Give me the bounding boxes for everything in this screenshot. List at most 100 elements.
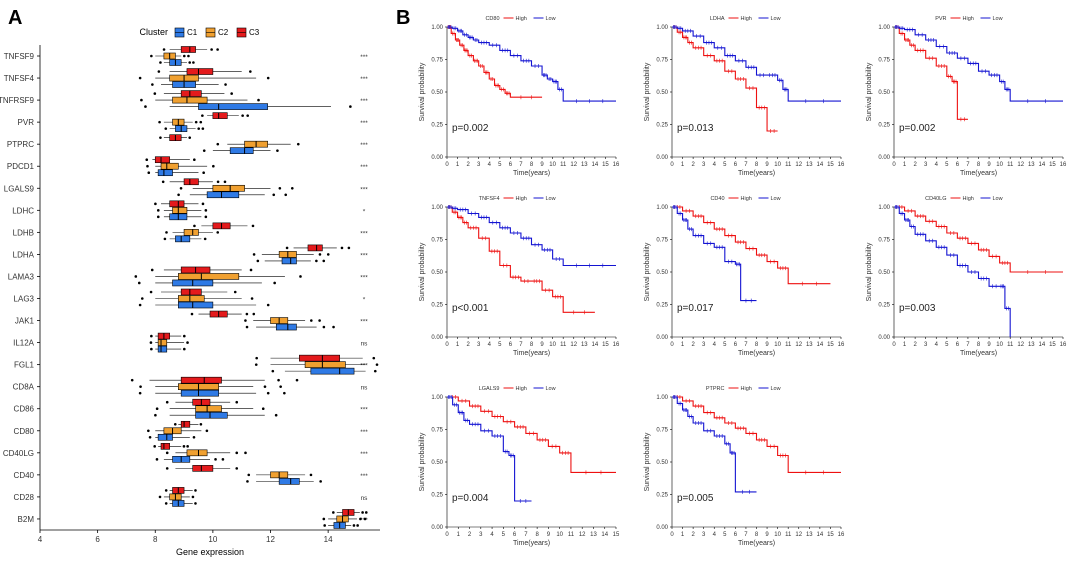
km-curve-high bbox=[447, 206, 595, 313]
km-x-tick-label: 1 bbox=[681, 532, 685, 538]
km-y-tick-label: 0.00 bbox=[431, 525, 443, 531]
km-y-tick-label: 0.00 bbox=[656, 155, 668, 161]
gene-label: CD40LG bbox=[3, 449, 34, 458]
km-x-tick-label: 2 bbox=[466, 342, 470, 348]
km-x-tick-label: 6 bbox=[509, 342, 513, 348]
outlier-point bbox=[194, 502, 197, 505]
p-value-label: p=0.003 bbox=[899, 303, 936, 314]
km-x-tick-label: 12 bbox=[795, 162, 802, 168]
outlier-point bbox=[191, 495, 195, 499]
km-x-tick-label: 8 bbox=[977, 342, 981, 348]
outlier-point bbox=[199, 422, 203, 426]
km-x-tick-label: 13 bbox=[581, 342, 588, 348]
outlier-point bbox=[182, 347, 186, 351]
km-y-tick-label: 0.25 bbox=[431, 493, 443, 499]
outlier-point bbox=[255, 356, 258, 360]
outlier-point bbox=[187, 54, 190, 58]
legend-low-label: Low bbox=[771, 16, 781, 22]
km-y-tick-label: 0.00 bbox=[431, 155, 443, 161]
km-x-tick-label: 0 bbox=[670, 532, 674, 538]
box-C2 bbox=[178, 273, 240, 280]
km-y-title: Survival probability bbox=[419, 242, 426, 301]
outlier-point bbox=[372, 356, 376, 360]
outlier-point bbox=[162, 48, 166, 51]
outlier-point bbox=[266, 76, 270, 80]
gene-label: CD86 bbox=[14, 405, 35, 414]
km-x-tick-label: 14 bbox=[1039, 162, 1046, 168]
gene-label: LAMA3 bbox=[8, 272, 35, 281]
outlier-point bbox=[204, 215, 208, 219]
significance-label: *** bbox=[360, 517, 368, 524]
outlier-point bbox=[199, 120, 203, 124]
box-C3 bbox=[307, 244, 323, 252]
outlier-point bbox=[299, 275, 302, 278]
outlier-point bbox=[182, 334, 186, 338]
km-x-tick-label: 4 bbox=[713, 342, 717, 348]
outlier-point bbox=[148, 435, 152, 439]
km-y-tick-label: 0.75 bbox=[656, 428, 668, 434]
km-x-tick-label: 15 bbox=[602, 342, 609, 348]
km-curve-high bbox=[894, 26, 968, 120]
outlier-point bbox=[179, 186, 183, 190]
significance-label: *** bbox=[360, 473, 368, 480]
outlier-point bbox=[156, 215, 160, 219]
outlier-point bbox=[138, 391, 142, 395]
km-y-tick-label: 0.50 bbox=[431, 460, 443, 466]
outlier-point bbox=[216, 48, 219, 51]
box-C3 bbox=[160, 443, 170, 450]
panel-a-letter: A bbox=[8, 7, 22, 29]
outlier-point bbox=[373, 369, 377, 373]
outlier-point bbox=[256, 259, 260, 263]
km-y-tick-label: 0.25 bbox=[878, 123, 890, 129]
km-y-tick-label: 0.25 bbox=[431, 123, 443, 129]
outlier-point bbox=[244, 319, 247, 322]
box-C1 bbox=[195, 411, 228, 419]
significance-label: *** bbox=[360, 252, 368, 259]
outlier-point bbox=[235, 400, 239, 404]
km-x-tick-label: 15 bbox=[827, 532, 834, 538]
km-y-title: Survival probability bbox=[866, 62, 873, 121]
outlier-point bbox=[246, 480, 249, 483]
outlier-point bbox=[164, 127, 168, 130]
km-curve-high bbox=[672, 206, 831, 285]
km-x-tick-label: 9 bbox=[987, 162, 991, 168]
outlier-point bbox=[155, 407, 159, 411]
km-x-tick-label: 14 bbox=[817, 532, 824, 538]
outlier-point bbox=[254, 363, 258, 366]
km-x-tick-label: 4 bbox=[935, 162, 939, 168]
km-plot-PVR: PVR High Low 0.00 0.25 0.50 0.75 1.00 0 1 2 3 4 5 6 7 8 9… bbox=[866, 16, 1067, 177]
outlier-point bbox=[138, 76, 142, 80]
significance-label: *** bbox=[360, 429, 368, 436]
legend-low-label: Low bbox=[546, 196, 556, 202]
km-plot-TNFSF4: TNFSF4 High Low 0.00 0.25 0.50 0.75 1.00 0 1 2 3 4 5 6… bbox=[419, 196, 620, 357]
outlier-point bbox=[332, 325, 335, 329]
legend-low-label: Low bbox=[771, 196, 781, 202]
gene-label: FGL1 bbox=[14, 361, 35, 370]
outlier-point bbox=[186, 445, 189, 448]
km-x-tick-label: 8 bbox=[530, 342, 534, 348]
outlier-point bbox=[318, 253, 322, 256]
outlier-point bbox=[252, 312, 256, 316]
x-tick-label: 8 bbox=[153, 535, 158, 544]
outlier-point bbox=[323, 524, 326, 527]
km-x-tick-label: 9 bbox=[765, 342, 769, 348]
km-x-tick-label: 3 bbox=[702, 532, 706, 538]
box-C2 bbox=[172, 96, 208, 104]
km-x-tick-label: 0 bbox=[445, 342, 449, 348]
x-tick-label: 6 bbox=[95, 535, 100, 544]
legend-high-label: High bbox=[963, 16, 974, 22]
significance-label: *** bbox=[360, 120, 368, 127]
km-x-tick-label: 2 bbox=[913, 342, 917, 348]
significance-label: * bbox=[363, 297, 366, 304]
box-C2 bbox=[186, 449, 208, 457]
km-x-tick-label: 13 bbox=[590, 532, 597, 538]
km-x-tick-label: 13 bbox=[1028, 162, 1035, 168]
outlier-point bbox=[322, 325, 326, 329]
km-x-tick-label: 9 bbox=[540, 342, 544, 348]
significance-label: ns bbox=[361, 495, 369, 502]
box-C2 bbox=[212, 184, 245, 192]
km-x-tick-label: 14 bbox=[592, 342, 599, 348]
box-C3 bbox=[154, 156, 170, 164]
km-x-tick-label: 12 bbox=[570, 162, 577, 168]
